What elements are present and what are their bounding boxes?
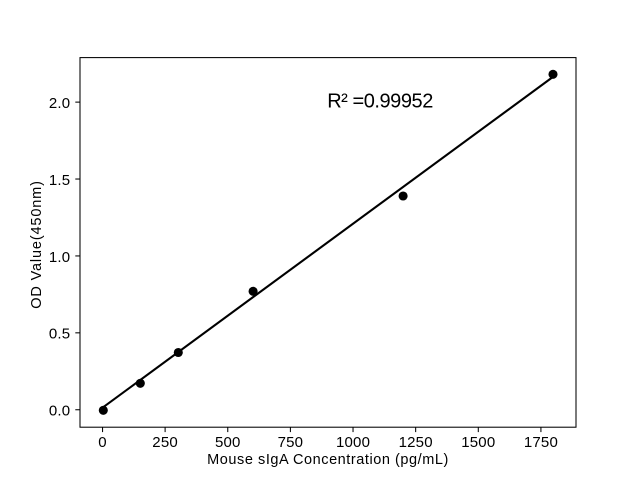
svg-text:0.0: 0.0 bbox=[49, 403, 70, 420]
svg-text:R² =0.99952: R² =0.99952 bbox=[327, 91, 433, 113]
svg-text:Mouse sIgA Concentration (pg/m: Mouse sIgA Concentration (pg/mL) bbox=[207, 452, 449, 468]
svg-text:1500: 1500 bbox=[461, 434, 495, 451]
svg-text:0.5: 0.5 bbox=[49, 326, 70, 343]
svg-text:1.5: 1.5 bbox=[49, 172, 70, 189]
svg-text:1250: 1250 bbox=[399, 434, 433, 451]
svg-text:2.0: 2.0 bbox=[49, 95, 70, 112]
svg-text:1750: 1750 bbox=[524, 434, 558, 451]
svg-text:750: 750 bbox=[278, 434, 304, 451]
svg-text:500: 500 bbox=[215, 434, 241, 451]
svg-text:1000: 1000 bbox=[336, 434, 370, 451]
svg-text:250: 250 bbox=[152, 434, 178, 451]
svg-text:1.0: 1.0 bbox=[49, 249, 70, 266]
svg-text:OD Value(450nm): OD Value(450nm) bbox=[29, 180, 45, 309]
svg-text:0: 0 bbox=[98, 434, 107, 451]
